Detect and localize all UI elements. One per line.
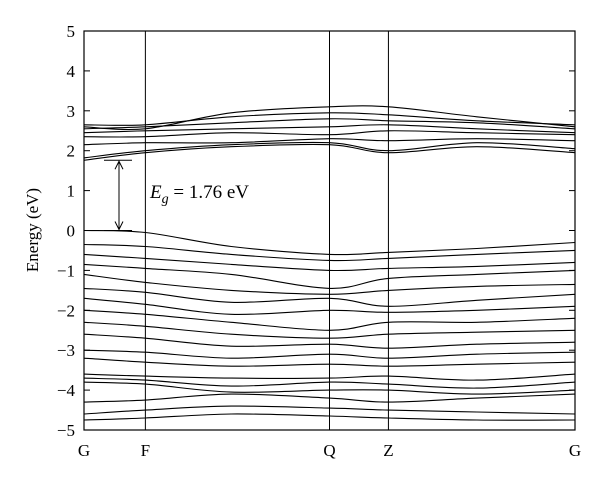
gap-arrowhead-up bbox=[114, 160, 124, 170]
band-gap-value: = 1.76 eV bbox=[169, 182, 250, 203]
y-axis-label: Energy (eV) bbox=[23, 188, 42, 272]
y-axis-ticks: 5 4 3 2 1 0 −1 −2 −3 −4 −5 bbox=[57, 22, 575, 440]
band-gap-subscript: g bbox=[162, 192, 169, 207]
y-tick-label: −5 bbox=[57, 421, 75, 440]
x-tick-label: F bbox=[141, 441, 150, 460]
y-tick-label: 0 bbox=[67, 222, 76, 241]
band-gap-symbol: E bbox=[149, 182, 162, 203]
y-tick-label: −2 bbox=[57, 301, 75, 320]
band-gap-label: Eg = 1.76 eV bbox=[149, 182, 249, 207]
y-tick-label: −3 bbox=[57, 341, 75, 360]
x-tick-label: Z bbox=[383, 441, 393, 460]
y-tick-label: −4 bbox=[57, 381, 76, 400]
y-tick-label: 4 bbox=[67, 62, 76, 81]
x-tick-label: G bbox=[569, 441, 581, 460]
high-symmetry-lines bbox=[144, 31, 389, 430]
y-tick-label: 2 bbox=[67, 142, 76, 161]
y-tick-label: 1 bbox=[67, 182, 76, 201]
x-tick-label: G bbox=[78, 441, 90, 460]
x-tick-label: Q bbox=[323, 441, 335, 460]
y-tick-label: 5 bbox=[67, 22, 76, 41]
gap-arrowhead-down bbox=[114, 221, 124, 231]
y-tick-label: 3 bbox=[67, 102, 76, 121]
band-gap-annotation: Eg = 1.76 eV bbox=[104, 159, 249, 231]
y-tick-label: −1 bbox=[57, 261, 75, 280]
